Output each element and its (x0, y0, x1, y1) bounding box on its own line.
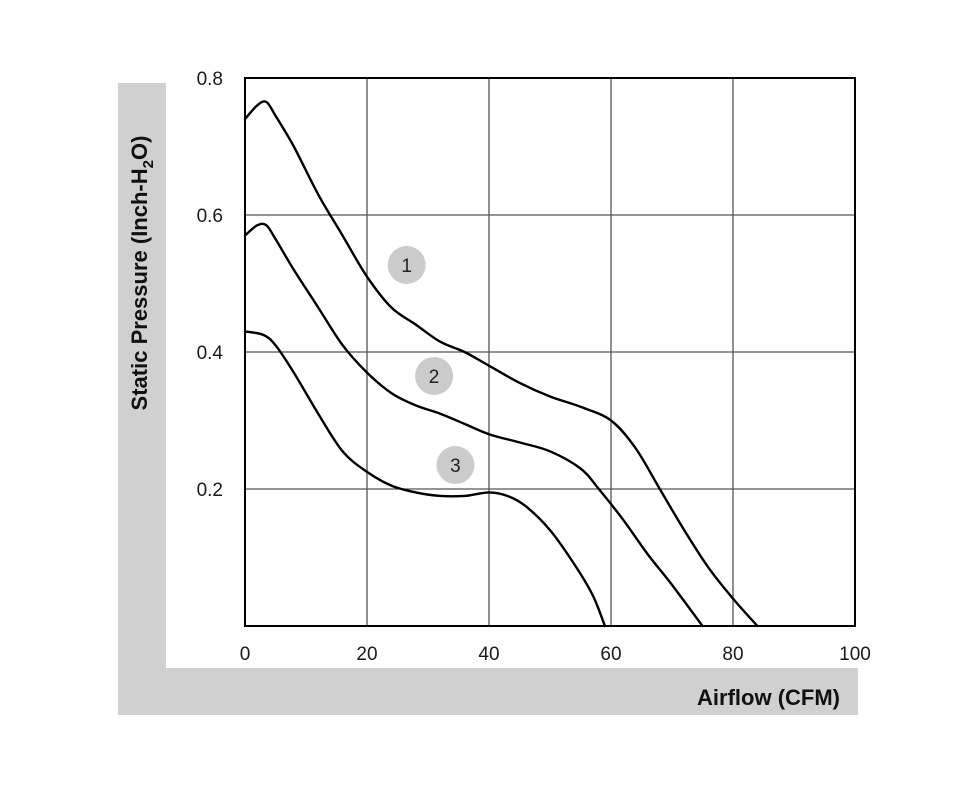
curve-marker-1 (387, 246, 426, 285)
x-tick-labels: 0 20 40 60 80 100 (240, 644, 871, 665)
curve-marker-label-2: 2 (429, 367, 440, 388)
ylabel-band (118, 83, 166, 715)
curves (243, 100, 759, 628)
y-axis-title-suffix: O) (127, 136, 152, 160)
x-tick-label: 0 (240, 644, 251, 665)
curve-marker-label-1: 1 (401, 256, 412, 277)
y-tick-label: 0.4 (197, 343, 224, 364)
curve-markers: 1 2 3 (387, 246, 475, 485)
y-axis-title: Static Pressure (Inch-H2O) (127, 136, 157, 411)
y-tick-labels: 0.2 0.4 0.6 0.8 (197, 69, 224, 501)
y-axis-title-main: Static Pressure (Inch-H (127, 168, 152, 410)
curve-3 (243, 330, 607, 628)
curve-marker-3 (436, 446, 475, 485)
x-tick-label: 100 (839, 644, 871, 665)
y-tick-label: 0.6 (197, 206, 223, 227)
x-tick-label: 40 (478, 644, 499, 665)
x-axis-title: Airflow (CFM) (697, 685, 840, 710)
curve-marker-label-3: 3 (450, 456, 461, 477)
curve-2 (243, 222, 704, 628)
plot-frame (244, 77, 856, 627)
grid (245, 78, 855, 626)
y-tick-label: 0.8 (197, 69, 223, 90)
y-tick-label: 0.2 (197, 480, 223, 501)
curve-marker-2 (415, 356, 454, 395)
curve-1 (243, 100, 759, 628)
y-axis-title-subscript: 2 (140, 160, 157, 168)
x-tick-label: 60 (600, 644, 621, 665)
xlabel-band (118, 668, 858, 715)
x-tick-label: 80 (722, 644, 743, 665)
x-tick-label: 20 (356, 644, 377, 665)
